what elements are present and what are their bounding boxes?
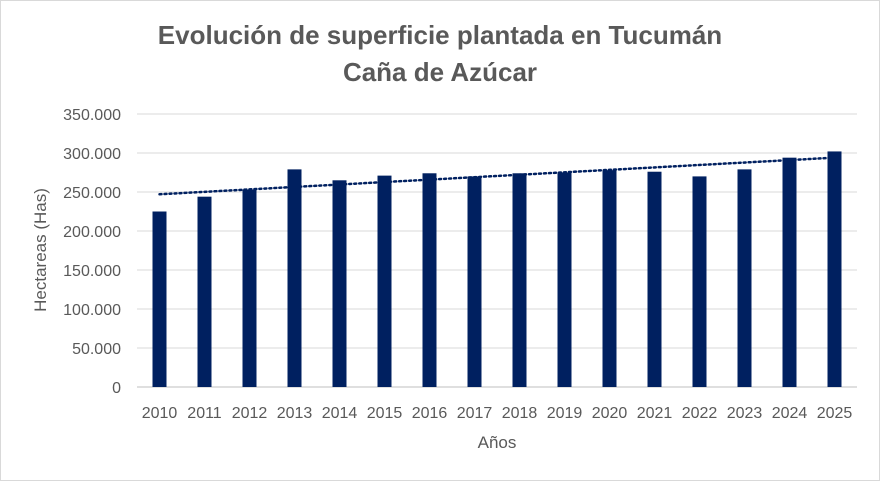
bar: [602, 170, 617, 387]
y-tick-label: 300.000: [63, 146, 121, 163]
x-tick-label: 2020: [592, 405, 628, 422]
bar: [737, 169, 752, 387]
trendline-path: [158, 156, 836, 196]
bar: [557, 172, 572, 387]
x-tick-label: 2022: [682, 405, 718, 422]
bar: [287, 169, 302, 387]
y-tick-label: 200.000: [63, 224, 121, 241]
x-tick-label: 2015: [367, 405, 403, 422]
y-axis-title: Hectareas (Has): [31, 188, 50, 312]
x-tick-label: 2010: [142, 405, 178, 422]
x-axis-title: Años: [478, 433, 517, 452]
x-tick-label: 2019: [547, 405, 583, 422]
x-tick-label: 2016: [412, 405, 448, 422]
x-axis-ticks: 2010 2011 2012 2013 2014 2015 2016 2017 2018 2019…: [142, 405, 853, 422]
y-tick-label: 150.000: [63, 263, 121, 280]
x-tick-label: 2012: [232, 405, 268, 422]
y-tick-label: 100.000: [63, 302, 121, 319]
x-tick-label: 2025: [817, 405, 853, 422]
gridlines: [137, 113, 857, 388]
x-tick-label: 2014: [322, 405, 358, 422]
bar: [377, 175, 392, 387]
bar: [782, 157, 797, 387]
bar: [332, 180, 347, 387]
bar: [197, 196, 212, 387]
x-tick-label: 2011: [187, 405, 222, 422]
x-tick-label: 2013: [277, 405, 313, 422]
x-tick-label: 2018: [502, 405, 538, 422]
bar: [647, 171, 662, 387]
bar: [152, 211, 167, 387]
bar: [827, 151, 842, 387]
bars: [152, 151, 842, 387]
x-tick-label: 2023: [727, 405, 763, 422]
chart-title: Evolución de superficie plantada en Tucu…: [157, 20, 723, 50]
x-tick-label: 2024: [772, 405, 808, 422]
bar: [242, 189, 257, 387]
x-tick-label: 2021: [637, 405, 673, 422]
bar: [422, 173, 437, 387]
chart-subtitle: Caña de Azúcar: [342, 57, 538, 87]
bar: [467, 176, 482, 387]
bar: [512, 173, 527, 387]
bar: [692, 176, 707, 387]
y-tick-label: 250.000: [63, 185, 121, 202]
y-tick-label: 0: [112, 380, 121, 397]
x-tick-label: 2017: [457, 405, 493, 422]
y-tick-label: 350.000: [63, 107, 121, 124]
y-axis-ticks: 0 50.000 100.000 150.000 200.000 250.000 300.0…: [63, 107, 121, 397]
trendline: [158, 156, 836, 196]
y-tick-label: 50.000: [72, 341, 121, 358]
